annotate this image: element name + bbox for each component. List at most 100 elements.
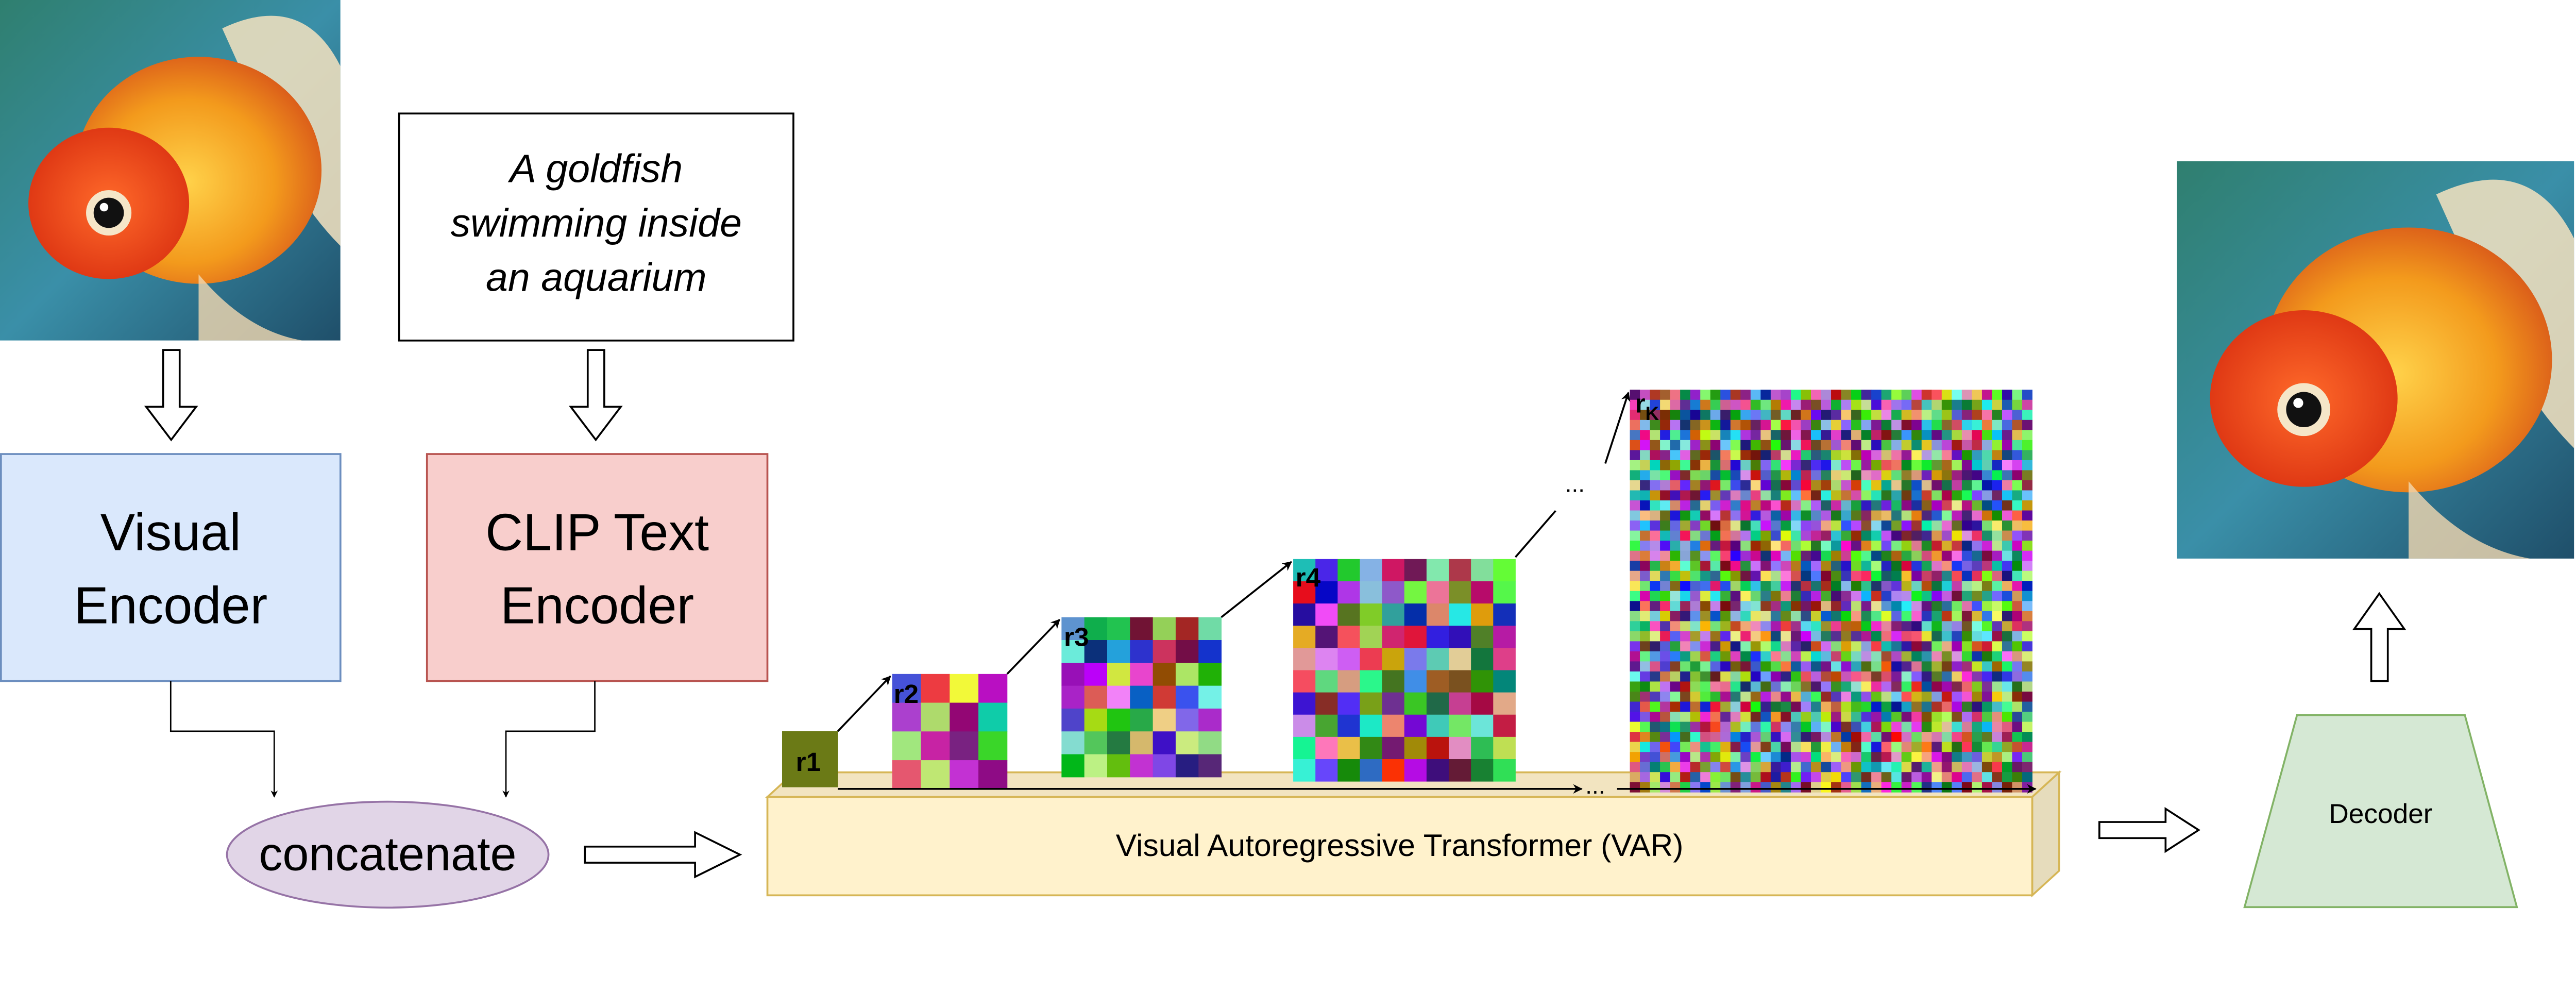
token-cell xyxy=(1061,708,1085,732)
token-cell xyxy=(1810,419,1821,430)
token-cell xyxy=(1660,671,1671,682)
token-cell xyxy=(1952,661,1962,672)
token-cell xyxy=(1921,641,1932,652)
token-cell xyxy=(1992,661,2003,672)
token-cell xyxy=(1790,510,1801,521)
token-cell xyxy=(1911,520,1922,531)
token-cell xyxy=(1700,772,1711,783)
token-cell xyxy=(1426,670,1449,693)
token-cell xyxy=(2002,440,2012,450)
token-cell xyxy=(1941,419,1952,430)
token-cell xyxy=(1770,701,1781,712)
token-cell xyxy=(1650,390,1660,400)
token-cell xyxy=(1315,670,1338,693)
token-cell xyxy=(1831,591,1842,601)
token-cell xyxy=(1760,631,1771,642)
token-cell xyxy=(1781,772,1791,783)
token-cell xyxy=(1810,500,1821,511)
token-cell xyxy=(1961,631,1972,642)
token-cell xyxy=(1700,701,1711,712)
token-cell xyxy=(1493,714,1516,737)
token-cell xyxy=(1821,701,1832,712)
token-cell xyxy=(1650,410,1660,421)
token-cell xyxy=(1821,480,1832,491)
token-cell xyxy=(1821,601,1832,612)
token-cell xyxy=(1831,621,1842,632)
token-cell xyxy=(1781,762,1791,772)
token-cell xyxy=(2022,550,2033,561)
token-cell xyxy=(1760,390,1771,400)
token-cell xyxy=(1992,752,2003,763)
token-cell xyxy=(1871,752,1882,763)
token-cell xyxy=(1801,732,1811,743)
token-cell xyxy=(1831,520,1842,531)
token-cell xyxy=(1640,419,1651,430)
token-cell xyxy=(1901,570,1912,581)
token-cell xyxy=(1640,621,1651,632)
token-cell xyxy=(2022,712,2033,723)
token-cell xyxy=(1750,450,1761,461)
token-cell xyxy=(2012,701,2023,712)
token-cell xyxy=(1650,550,1660,561)
token-cell xyxy=(1871,480,1882,491)
token-cell xyxy=(1901,430,1912,441)
token-cell xyxy=(1921,399,1932,410)
token-cell xyxy=(1781,561,1791,572)
token-cell xyxy=(1740,550,1751,561)
token-cell xyxy=(1851,470,1862,481)
token-cell xyxy=(1841,399,1852,410)
token-cell xyxy=(1700,631,1711,642)
token-cell xyxy=(1891,601,1902,612)
scale-progression-arrows xyxy=(837,391,2037,794)
token-cell xyxy=(1650,399,1660,410)
token-cell xyxy=(1670,520,1681,531)
token-cell xyxy=(1720,520,1731,531)
token-cell xyxy=(2002,621,2012,632)
token-cell xyxy=(1981,641,1992,652)
token-cell xyxy=(1931,782,1942,793)
token-cell xyxy=(1871,742,1882,752)
token-cell xyxy=(1630,611,1640,622)
token-cell xyxy=(1891,691,1902,702)
token-cell xyxy=(1810,701,1821,712)
token-cell xyxy=(1660,611,1671,622)
token-cell xyxy=(1961,419,1972,430)
token-cell xyxy=(1680,611,1691,622)
token-cell xyxy=(1931,450,1942,461)
token-cell xyxy=(1941,691,1952,702)
token-cell xyxy=(1881,500,1892,511)
token-cell xyxy=(1891,440,1902,450)
token-cell xyxy=(1801,762,1811,772)
token-cell xyxy=(1871,419,1882,430)
token-cell xyxy=(1952,561,1962,572)
token-cell xyxy=(1781,520,1791,531)
token-cell xyxy=(1630,530,1640,541)
token-cell xyxy=(1901,762,1912,772)
token-cell xyxy=(1730,561,1741,572)
token-cell xyxy=(1871,460,1882,471)
token-cell xyxy=(1720,470,1731,481)
token-cell xyxy=(1650,581,1660,592)
token-cell xyxy=(1891,530,1902,541)
token-cell xyxy=(1293,714,1316,737)
token-cell xyxy=(1770,601,1781,612)
token-cell xyxy=(1961,470,1972,481)
token-cell xyxy=(1760,691,1771,702)
token-cell xyxy=(1810,772,1821,783)
token-cell xyxy=(1992,732,2003,743)
token-cell xyxy=(1831,550,1842,561)
token-cell xyxy=(1153,754,1176,778)
token-cell xyxy=(1901,470,1912,481)
token-cell xyxy=(1730,671,1741,682)
token-cell xyxy=(1972,419,1982,430)
token-cell xyxy=(1720,510,1731,521)
token-cell xyxy=(1821,570,1832,581)
prompt-line-2: swimming inside xyxy=(451,201,742,245)
token-cell xyxy=(1821,772,1832,783)
token-cell xyxy=(2002,430,2012,441)
token-cell xyxy=(1851,732,1862,743)
token-cell xyxy=(1841,641,1852,652)
token-cell xyxy=(2012,591,2023,601)
token-cell xyxy=(1471,692,1494,715)
token-cell xyxy=(1871,570,1882,581)
